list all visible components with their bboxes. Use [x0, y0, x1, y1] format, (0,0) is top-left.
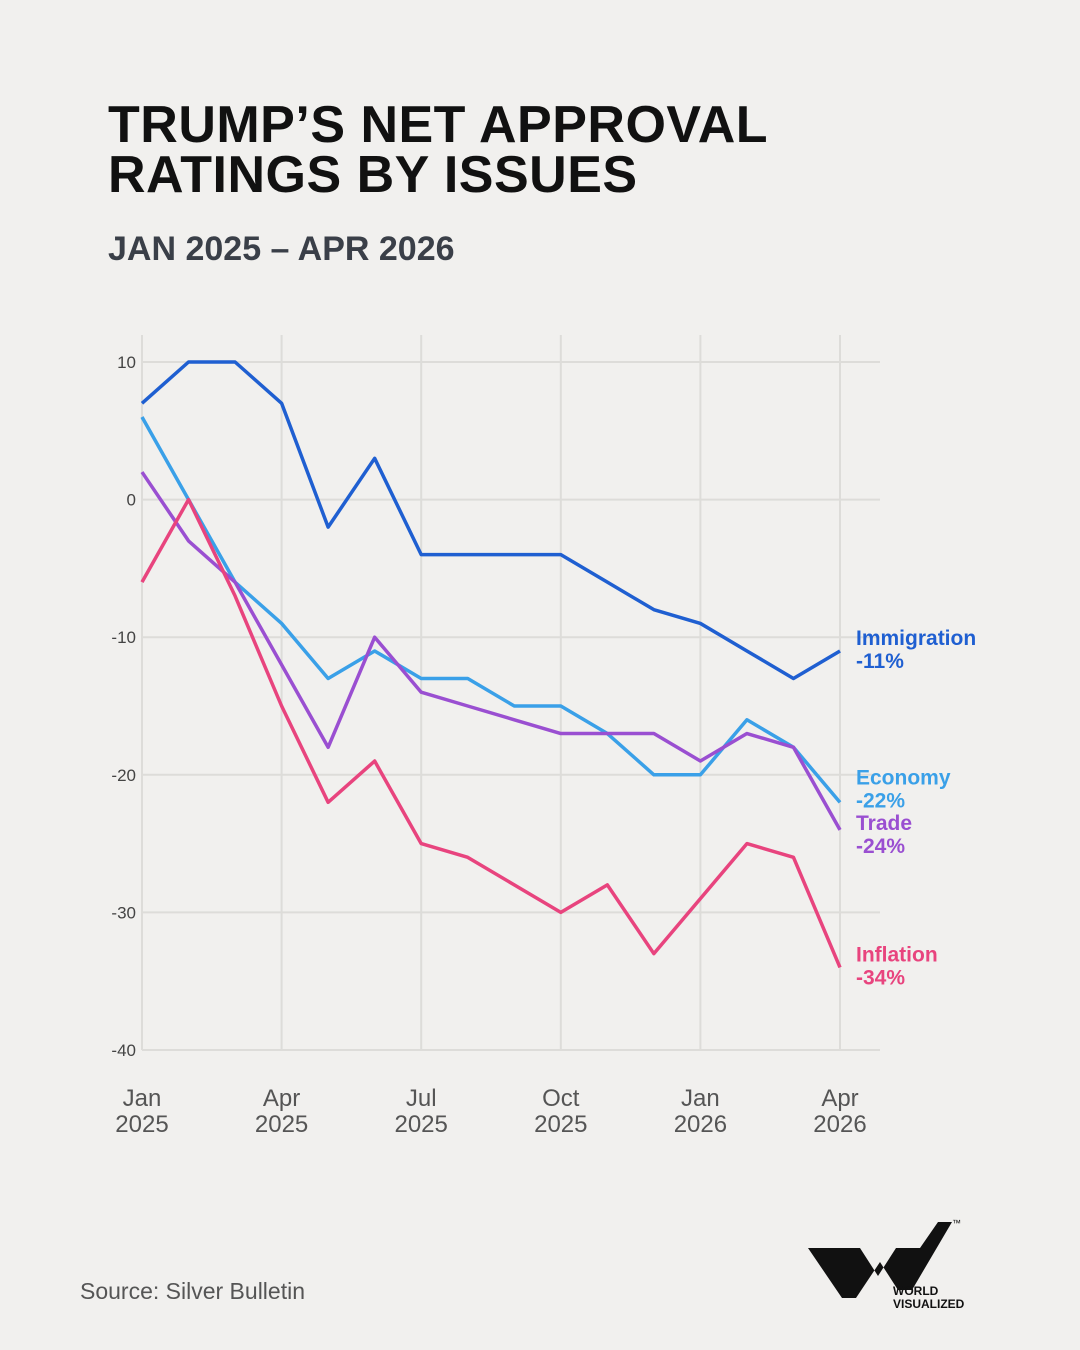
legend-label: Economy	[856, 766, 951, 789]
x-tick-label: Jul 2025	[394, 1085, 448, 1138]
y-tick-label: -30	[111, 903, 136, 922]
trademark: ™	[952, 1218, 961, 1228]
series-line	[140, 497, 842, 969]
data-label: -34%	[856, 966, 905, 989]
legend-label: Trade	[856, 812, 912, 835]
data-label: -22%	[856, 789, 905, 812]
x-tick-label: Apr 2026	[813, 1085, 867, 1138]
chart-subtitle: JAN 2025 – APR 2026	[108, 230, 455, 268]
y-tick-label: -40	[111, 1041, 136, 1060]
y-tick-label: 0	[127, 491, 136, 510]
y-tick-label: -20	[111, 766, 136, 785]
chart-title: TRUMP’S NET APPROVAL RATINGS BY ISSUES	[108, 96, 768, 204]
legend-label: Immigration	[856, 627, 976, 650]
series-line	[140, 416, 842, 804]
source-note: Source: Silver Bulletin	[80, 1278, 305, 1304]
data-label: -24%	[856, 835, 905, 858]
y-tick-label: -10	[111, 628, 136, 647]
legend-label: Inflation	[856, 943, 938, 966]
brand-name: WORLD VISUALIZED	[893, 1284, 965, 1311]
y-tick-label: 10	[117, 353, 136, 372]
series-line	[140, 360, 841, 681]
x-tick-label: Oct 2025	[534, 1085, 588, 1138]
brand-logo	[808, 1222, 952, 1298]
x-tick-label: Jan 2025	[115, 1085, 169, 1138]
x-tick-label: Apr 2025	[254, 1085, 309, 1138]
data-label: -11%	[856, 650, 904, 673]
series-line	[140, 471, 842, 831]
x-tick-label: Jan 2026	[673, 1085, 728, 1138]
